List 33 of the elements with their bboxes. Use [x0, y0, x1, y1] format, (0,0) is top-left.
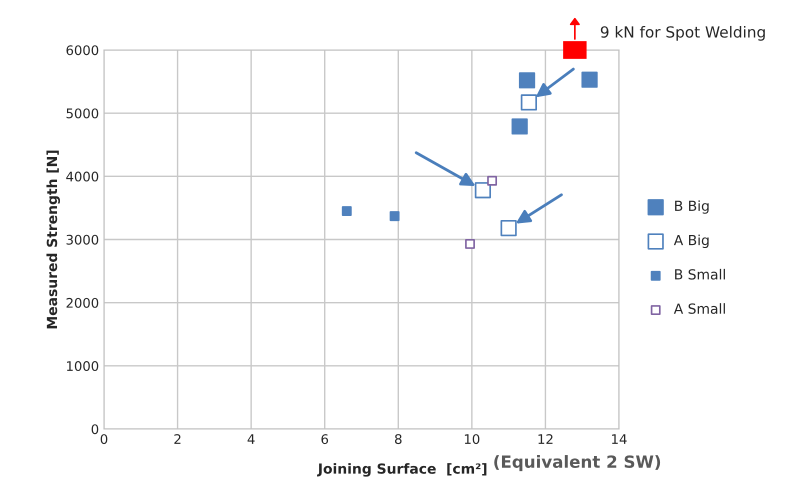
legend-label: B Small: [675, 268, 725, 280]
x-tick-label: 4: [248, 434, 255, 444]
point: [465, 238, 475, 249]
legend-label: B Big: [675, 200, 709, 214]
point: [487, 176, 498, 186]
point: [581, 72, 598, 88]
x-tick-label: 12: [538, 434, 552, 444]
point: [520, 94, 537, 111]
y-tick-label: 1000: [67, 361, 98, 372]
point: [474, 182, 492, 198]
y-tick-label: 2000: [66, 298, 98, 308]
x-tick-label: 6: [321, 434, 328, 444]
x-tick-label: 10: [464, 434, 480, 444]
point: [500, 220, 517, 236]
y-tick-label: 0: [92, 424, 98, 434]
point: [342, 206, 352, 216]
x-tick-label: 8: [394, 434, 402, 444]
y-tick-label: 6000: [66, 45, 98, 56]
y-tick-label: 4000: [66, 172, 98, 182]
y-axis-title: Measured Strength [N]: [46, 150, 60, 328]
legend-label: A Big: [674, 234, 709, 248]
x-tick-label: 2: [174, 434, 180, 444]
x-tick-label: 14: [612, 434, 627, 444]
point: [518, 72, 536, 88]
y-tick-label: 5000: [66, 108, 98, 118]
text: (Equivalent 2 SW): [494, 455, 660, 472]
annotation: 9 kN for Spot Welding: [600, 26, 765, 41]
x-tick-label: 0: [100, 434, 108, 444]
legend-label: A Small: [674, 303, 725, 314]
y-tick-label: 3000: [66, 234, 98, 245]
point: [390, 211, 400, 222]
x-axis-title: Joining Surface [cm²]: [317, 463, 486, 477]
point: [512, 118, 528, 135]
